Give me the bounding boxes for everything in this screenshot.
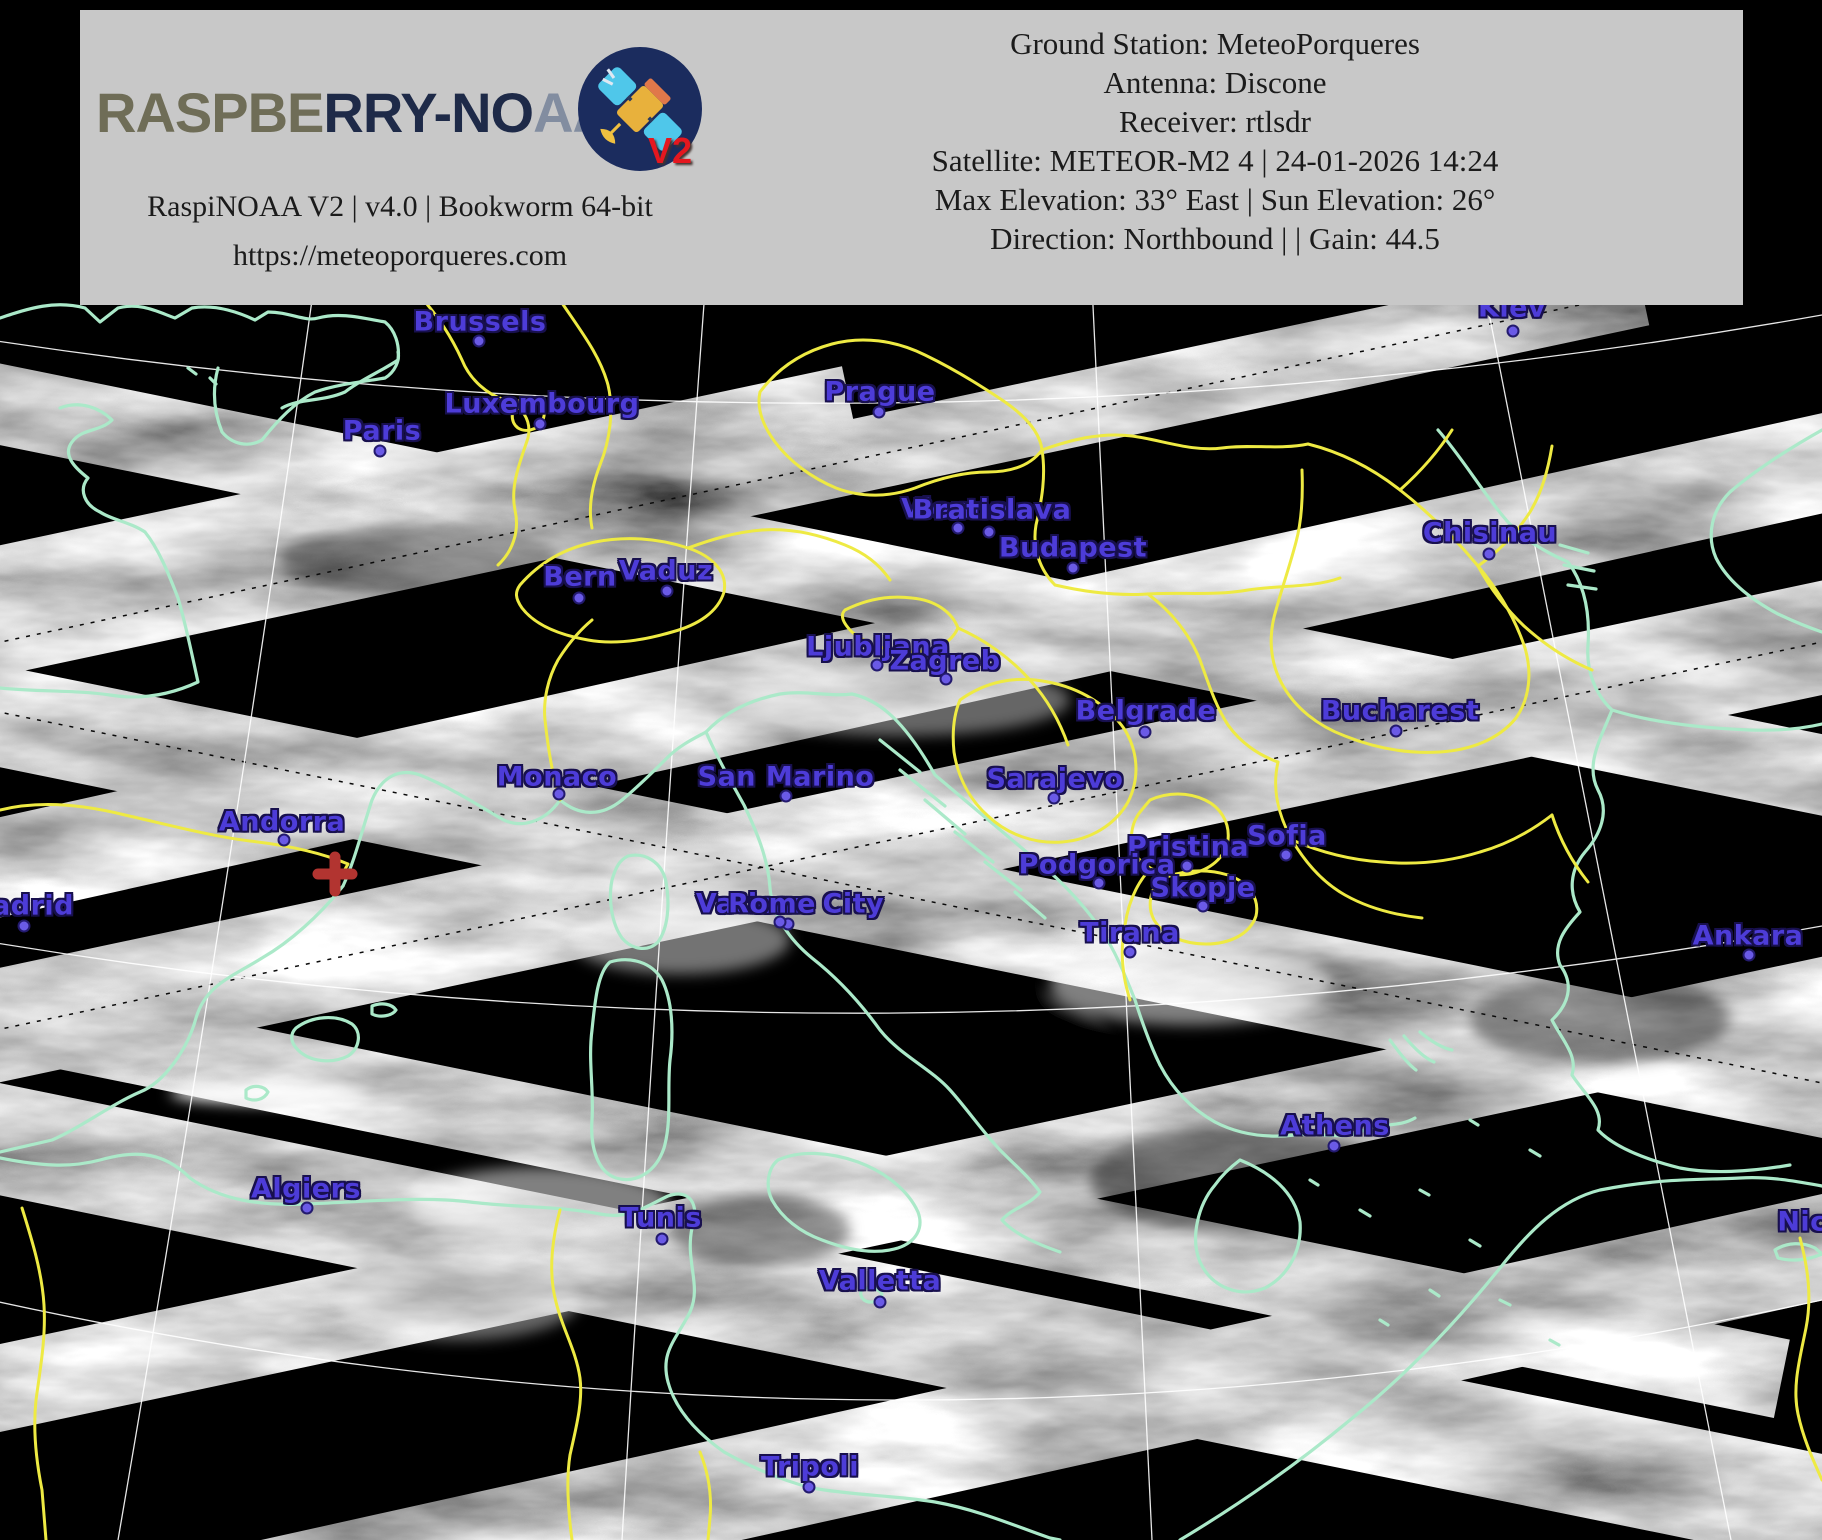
- city-label-budapest: Budapest: [999, 532, 1147, 564]
- raspberry-noaa-logo: RASPBERRY-NOAA: [96, 80, 613, 145]
- city-marker-dot: [802, 1480, 816, 1494]
- city-label-ljubljana: Ljubljana: [806, 631, 950, 663]
- city-label-prague: Prague: [824, 376, 936, 408]
- city-marker-dot: [277, 833, 291, 847]
- city-marker-dot: [1180, 859, 1194, 873]
- city-marker-dot: [300, 1201, 314, 1215]
- city-label-podgorica: Podgorica: [1018, 849, 1176, 881]
- city-label-sofia: Sofia: [1247, 820, 1327, 852]
- city-label-luxembourg: Luxembourg: [444, 388, 640, 420]
- ground-station-marker-icon: [312, 851, 358, 897]
- city-label-bratislava: Bratislava: [912, 494, 1072, 526]
- city-marker-dot: [1327, 1139, 1341, 1153]
- antenna-line: Antenna: Discone: [1103, 65, 1327, 100]
- app-version-text: RaspiNOAA V2 | v4.0 | Bookworm 64-bit: [147, 190, 653, 223]
- city-label-tirana: Tirana: [1080, 917, 1180, 949]
- country-border-layer: [0, 294, 1822, 1540]
- logo-text-part2: RRY-NO: [323, 81, 534, 144]
- city-label-vienna: Vienna: [901, 493, 1009, 525]
- city-label-bucharest: Bucharest: [1320, 695, 1480, 727]
- city-marker-dot: [1123, 945, 1137, 959]
- city-label-sarajevo: Sarajevo: [986, 763, 1124, 795]
- city-label-belgrade: Belgrade: [1075, 695, 1217, 727]
- city-marker-dot: [373, 444, 387, 458]
- satellite-line: Satellite: METEOR-M2 4 | 24-01-2026 14:2…: [931, 143, 1499, 178]
- city-label-adrid: adrid: [0, 890, 74, 922]
- city-label-monaco: Monaco: [496, 761, 618, 793]
- city-label-zagreb: Zagreb: [889, 645, 1001, 677]
- satellite-logo-icon: [578, 47, 702, 171]
- city-label-skopje: Skopje: [1150, 872, 1256, 904]
- city-label-bern: Bern: [543, 561, 617, 593]
- city-marker-dot: [572, 591, 586, 605]
- direction-gain-line: Direction: Northbound | | Gain: 44.5: [990, 221, 1440, 256]
- header-banner: RASPBERRY-NOAA V2 RaspiNOAA V2 | v4.0 |: [80, 10, 1743, 305]
- city-marker-dot: [1506, 324, 1520, 338]
- city-label-san-marino: San Marino: [697, 761, 875, 793]
- city-marker-dot: [873, 1295, 887, 1309]
- city-label-andorra: Andorra: [218, 806, 346, 838]
- city-label-rome: Rome: [728, 888, 816, 920]
- city-label-algiers: Algiers: [251, 1173, 361, 1205]
- city-marker-dot: [552, 787, 566, 801]
- city-marker-dot: [779, 789, 793, 803]
- city-marker-dot: [533, 417, 547, 431]
- city-marker-dot: [660, 584, 674, 598]
- city-marker-dot: [1389, 724, 1403, 738]
- city-marker-dot: [472, 334, 486, 348]
- city-marker-dot: [870, 658, 884, 672]
- city-label-valletta: Valletta: [818, 1265, 942, 1297]
- city-label-paris: Paris: [342, 415, 422, 447]
- elevation-line: Max Elevation: 33° East | Sun Elevation:…: [934, 182, 1496, 217]
- city-marker-dot: [1742, 948, 1756, 962]
- city-marker-dot: [872, 405, 886, 419]
- city-marker-dot: [655, 1232, 669, 1246]
- city-label-athens: Athens: [1280, 1110, 1390, 1142]
- logo-v2-badge: V2: [648, 130, 693, 171]
- graticule-layer: [0, 284, 1822, 1540]
- city-marker-dot: [939, 672, 953, 686]
- city-label-ankara: Ankara: [1692, 920, 1804, 952]
- receiver-line: Receiver: rtlsdr: [1119, 104, 1311, 139]
- city-label-tunis: Tunis: [620, 1202, 702, 1234]
- city-marker-dot: [1196, 899, 1210, 913]
- city-label-vatican-city: Vatican City: [695, 888, 885, 920]
- station-url-text: https://meteoporqueres.com: [232, 239, 568, 272]
- swath-seam-lines: [0, 291, 1822, 1084]
- city-marker-dot: [982, 525, 996, 539]
- city-marker-dot: [951, 521, 965, 535]
- city-marker-dot: [1482, 547, 1496, 561]
- city-marker-dot: [1138, 725, 1152, 739]
- city-label-vaduz: Vaduz: [618, 555, 714, 587]
- ground-station-line: Ground Station: MeteoPorqueres: [1010, 26, 1420, 61]
- pass-info-block: Ground Station: MeteoPorqueres Antenna: …: [720, 24, 1710, 258]
- city-label-chisinau: Chisinau: [1422, 517, 1558, 549]
- city-label-tripoli: Tripoli: [761, 1451, 859, 1483]
- city-marker-dot: [17, 919, 31, 933]
- coastline-layer: [0, 303, 1822, 1540]
- city-marker-dot: [1092, 876, 1106, 890]
- city-label-nic: Nic: [1777, 1206, 1822, 1238]
- city-marker-dot: [1047, 791, 1061, 805]
- logo-text-part1: RASPBE: [96, 81, 324, 144]
- city-label-pristina: Pristina: [1126, 831, 1250, 863]
- city-marker-dot: [1279, 848, 1293, 862]
- cloud-accents: [170, 524, 1730, 1340]
- city-marker-dot: [1066, 561, 1080, 575]
- city-label-brussels: Brussels: [413, 306, 547, 338]
- city-marker-dot: [773, 915, 787, 929]
